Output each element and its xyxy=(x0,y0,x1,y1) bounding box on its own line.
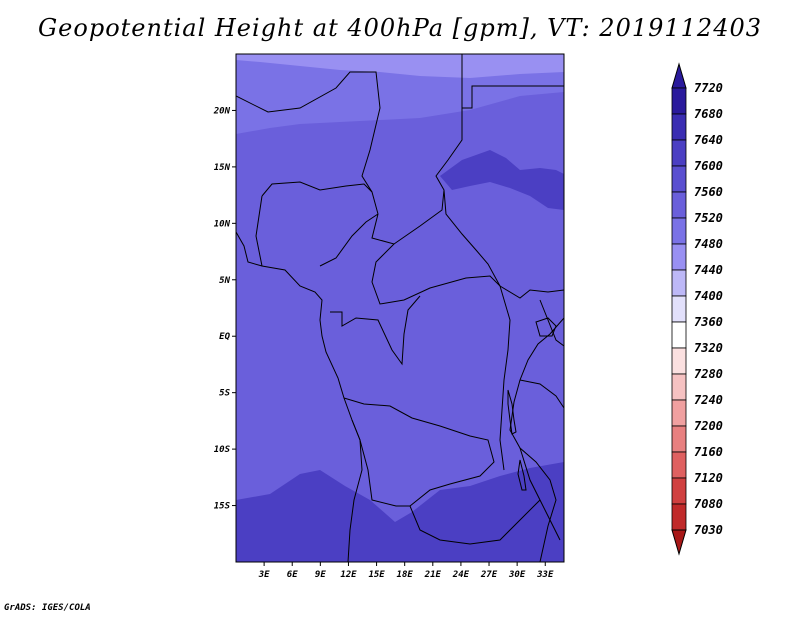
border-southern xyxy=(409,499,541,545)
lon-tick-label: 33E xyxy=(536,570,554,580)
lat-tick-label: 15N xyxy=(214,163,231,173)
colorbar-bottom-arrow xyxy=(671,529,687,556)
colorbar-level-label: 7120 xyxy=(694,471,723,485)
lake-victoria xyxy=(535,317,557,337)
colorbar-segment xyxy=(671,113,687,141)
lake-tanganyika xyxy=(507,389,517,435)
lat-tick-label: 10S xyxy=(214,445,231,455)
border-central-1 xyxy=(371,108,463,245)
border-drc xyxy=(343,397,495,507)
border-west-2 xyxy=(319,213,379,267)
lon-tick-label: 6E xyxy=(287,570,298,580)
border-east-2 xyxy=(539,299,564,347)
lat-tick-label: 10N xyxy=(214,219,231,229)
colorbar-level-label: 7600 xyxy=(694,159,723,173)
longitude-axis: 3E 6E 9E 12E 15E 18E 21E 24E 27E 30E 33E xyxy=(258,562,554,580)
country-borders xyxy=(236,54,564,562)
border-west-1 xyxy=(255,195,263,267)
colorbar: 7720 7680 7640 7600 7560 7520 7480 7440 7400 7360… xyxy=(671,62,723,556)
lat-tick-label: 20N xyxy=(213,106,231,116)
colorbar-segment xyxy=(671,347,687,375)
lat-tick-label: 5N xyxy=(219,276,230,286)
lon-tick-label: 9E xyxy=(315,570,326,580)
height-field-south xyxy=(236,462,564,562)
colorbar-level-label: 7080 xyxy=(694,497,723,511)
colorbar-level-label: 7280 xyxy=(694,367,723,381)
lon-tick-label: 21E xyxy=(424,570,442,580)
height-field-cell xyxy=(440,150,564,210)
colorbar-level-label: 7200 xyxy=(694,419,723,433)
colorbar-level-label: 7240 xyxy=(694,393,723,407)
border-tanzania xyxy=(519,379,564,409)
border-central-3 xyxy=(443,189,501,287)
lon-tick-label: 18E xyxy=(397,570,414,580)
colorbar-level-label: 7400 xyxy=(694,289,723,303)
lon-tick-label: 27E xyxy=(480,570,498,580)
colorbar-segment xyxy=(671,321,687,349)
colorbar-segment xyxy=(671,165,687,193)
colorbar-level-label: 7720 xyxy=(694,81,723,95)
colorbar-level-label: 7640 xyxy=(694,133,723,147)
colorbar-segment xyxy=(671,451,687,479)
colorbar-segment xyxy=(671,503,687,531)
colorbar-level-label: 7560 xyxy=(694,185,723,199)
credit-label: GrADS: IGES/COLA xyxy=(4,603,91,613)
lon-tick-label: 12E xyxy=(340,570,357,580)
colorbar-level-label: 7320 xyxy=(694,341,723,355)
height-field-far-north xyxy=(236,54,564,78)
colorbar-level-label: 7680 xyxy=(694,107,723,121)
border-mozambique xyxy=(519,447,561,541)
coastline-east xyxy=(509,317,564,562)
lat-tick-label: 15S xyxy=(214,502,231,512)
colorbar-segment xyxy=(671,243,687,271)
colorbar-level-label: 7160 xyxy=(694,445,723,459)
colorbar-segment xyxy=(671,269,687,297)
colorbar-level-label: 7360 xyxy=(694,315,723,329)
colorbar-segment xyxy=(671,373,687,401)
lon-tick-label: 15E xyxy=(368,570,385,580)
lon-tick-label: 3E xyxy=(258,570,270,580)
colorbar-segment xyxy=(671,425,687,453)
colorbar-level-label: 7520 xyxy=(694,211,723,225)
lat-tick-label: EQ xyxy=(219,332,230,342)
colorbar-segment xyxy=(671,217,687,245)
border-sahel xyxy=(261,181,373,197)
border-north-2 xyxy=(461,54,564,109)
colorbar-segment xyxy=(671,399,687,427)
border-north-1 xyxy=(236,71,381,215)
colorbar-segment xyxy=(671,87,687,115)
map-frame xyxy=(235,53,565,563)
map-area xyxy=(236,54,564,562)
border-central-2 xyxy=(371,243,564,305)
border-congo xyxy=(330,295,421,366)
colorbar-level-label: 7030 xyxy=(694,523,723,537)
colorbar-segment xyxy=(671,295,687,323)
lake-malawi xyxy=(517,459,527,491)
colorbar-segment xyxy=(671,477,687,505)
map-title: Geopotential Height at 400hPa [gpm], VT:… xyxy=(38,14,762,42)
colorbar-segment xyxy=(671,139,687,167)
lat-tick-label: 5S xyxy=(219,389,230,399)
colorbar-level-label: 7480 xyxy=(694,237,723,251)
lon-tick-label: 24E xyxy=(452,570,470,580)
border-angola xyxy=(351,419,410,507)
latitude-axis: 20N 15N 10N 5N EQ 5S 10S 15S xyxy=(213,106,236,512)
colorbar-top-arrow xyxy=(671,62,687,89)
lon-tick-label: 30E xyxy=(508,570,526,580)
colorbar-level-label: 7440 xyxy=(694,263,723,277)
colorbar-segment xyxy=(671,191,687,219)
border-east-africa xyxy=(499,285,511,471)
